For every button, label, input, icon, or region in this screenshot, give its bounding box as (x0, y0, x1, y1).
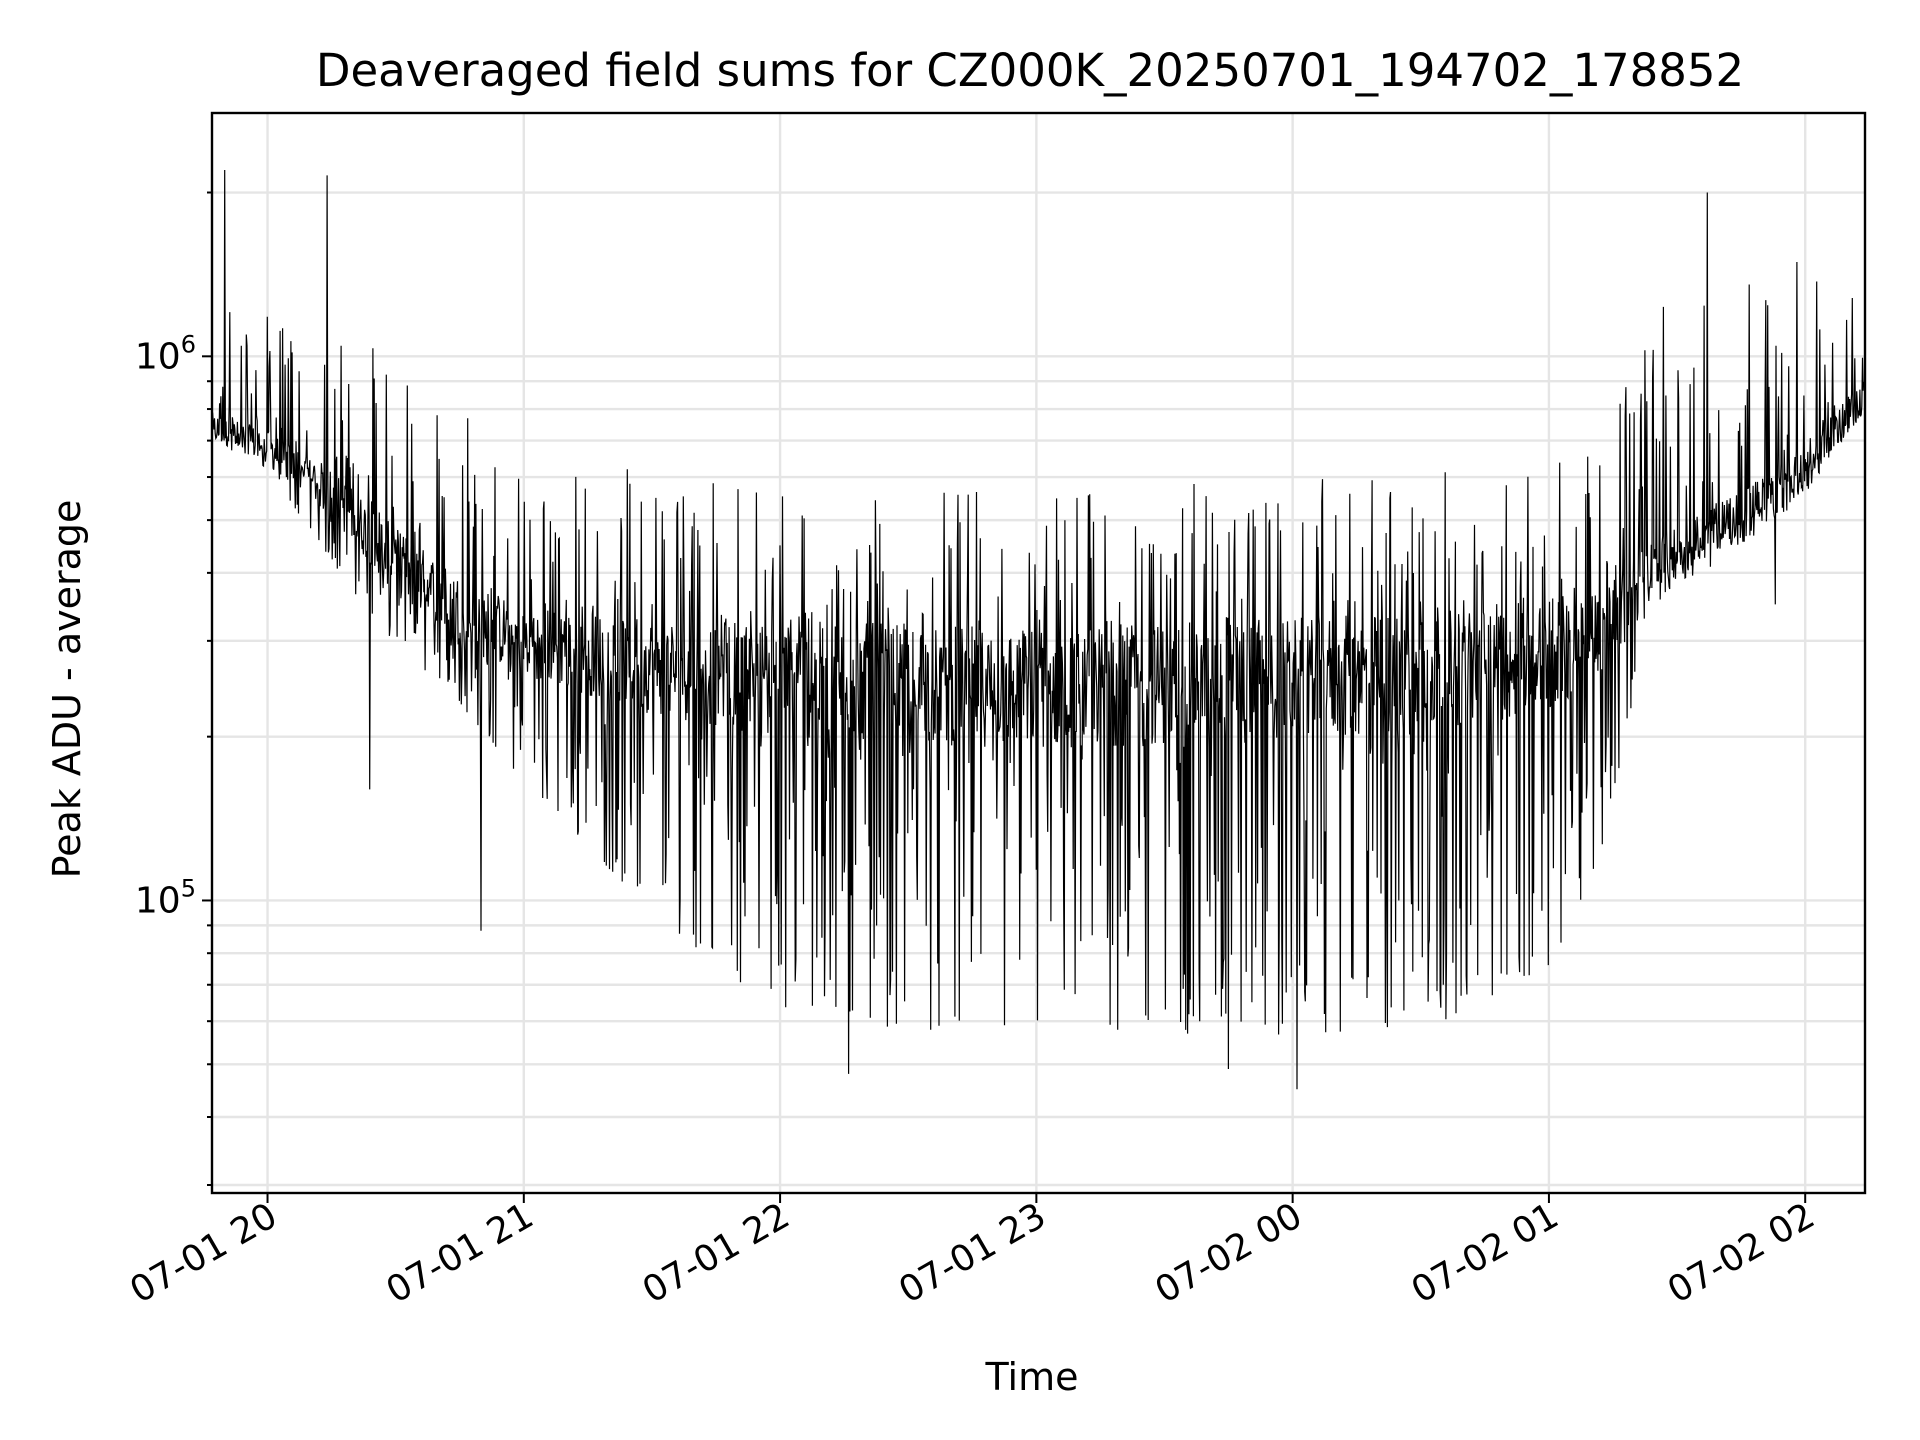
y-tick-label: 106 (135, 330, 196, 377)
data-layer (211, 169, 1866, 1090)
x-axis-label: Time (985, 1355, 1079, 1399)
y-tick-label: 105 (135, 874, 196, 921)
plot-frame (210, 111, 1867, 1195)
series-line (211, 169, 1866, 1090)
y-axis-label: Peak ADU - average (45, 500, 89, 879)
chart-title: Deaveraged field sums for CZ000K_2025070… (316, 44, 1744, 97)
